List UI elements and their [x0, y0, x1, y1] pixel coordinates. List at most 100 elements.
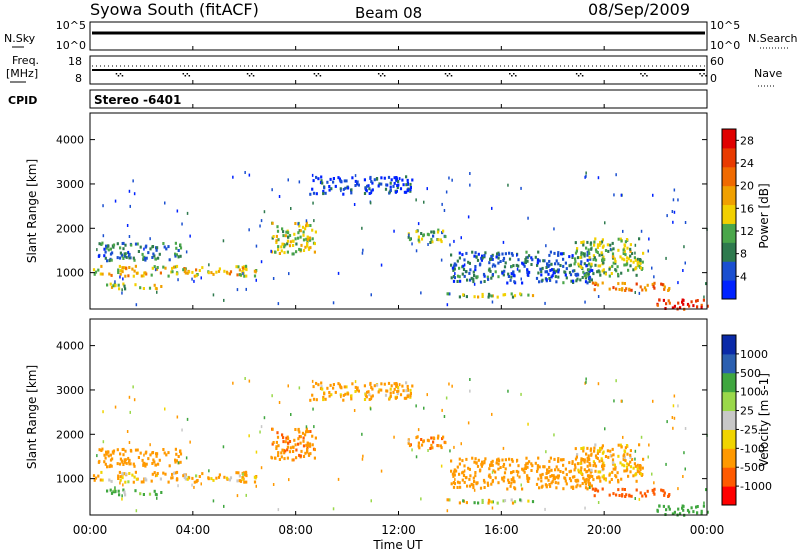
data-cell: [103, 247, 106, 251]
data-cell: [229, 476, 233, 480]
data-cell: [573, 269, 576, 273]
data-cell: [695, 505, 698, 509]
data-cell: [174, 460, 177, 464]
data-cell: [624, 253, 627, 257]
data-cell: [380, 382, 383, 386]
data-cell: [290, 207, 292, 210]
data-cell: [634, 258, 637, 262]
data-cell: [109, 488, 112, 492]
freq-label-2: [MHz]: [6, 67, 38, 80]
data-cell: [128, 472, 131, 475]
data-cell: [488, 267, 491, 271]
data-cell: [579, 470, 582, 474]
data-cell: [575, 249, 578, 253]
data-cell: [191, 270, 194, 274]
data-cell: [302, 455, 306, 458]
data-cell: [612, 492, 615, 496]
data-cell: [97, 460, 100, 464]
data-cell: [473, 460, 476, 464]
data-cell: [288, 234, 292, 237]
data-cell: [621, 257, 624, 261]
data-cell: [170, 270, 173, 274]
data-cell: [494, 270, 497, 274]
data-cell: [181, 428, 183, 432]
data-cell: [658, 298, 661, 302]
data-cell: [243, 473, 247, 477]
data-cell: [615, 379, 617, 383]
data-cell: [608, 480, 611, 484]
data-cell: [562, 487, 565, 491]
data-cell: [562, 257, 565, 261]
data-cell: [496, 295, 499, 299]
data-cell: [601, 475, 604, 479]
data-cell: [598, 253, 601, 257]
data-cell: [287, 384, 289, 388]
data-cell: [218, 267, 221, 271]
data-cell: [175, 272, 178, 276]
data-cell: [626, 246, 629, 250]
data-cell: [592, 464, 595, 468]
data-cell: [200, 482, 202, 486]
freq-drop-dot: [575, 73, 578, 75]
data-cell: [632, 260, 635, 264]
data-cell: [592, 272, 595, 276]
data-cell: [601, 487, 604, 491]
data-cell: [535, 482, 539, 486]
data-cell: [287, 235, 290, 239]
data-cell: [620, 445, 623, 449]
data-cell: [662, 504, 665, 508]
data-cell: [586, 253, 589, 257]
data-cell: [608, 274, 611, 278]
data-cell: [118, 493, 121, 497]
data-cell: [574, 260, 577, 264]
data-cell: [106, 283, 109, 287]
data-cell: [545, 450, 547, 454]
data-cell: [383, 176, 386, 180]
data-cell: [179, 452, 183, 456]
data-cell: [133, 192, 136, 196]
data-cell: [245, 274, 248, 278]
data-cell: [311, 434, 314, 438]
data-cell: [671, 416, 674, 419]
data-cell: [555, 259, 558, 263]
data-cell: [371, 387, 374, 391]
data-cell: [515, 469, 518, 473]
data-cell: [242, 272, 244, 276]
data-cell: [458, 256, 461, 260]
data-cell: [453, 468, 456, 472]
data-cell: [521, 487, 524, 491]
data-cell: [129, 410, 131, 414]
data-cell: [690, 506, 693, 510]
data-cell: [590, 278, 593, 282]
data-cell: [128, 395, 131, 399]
data-cell: [554, 468, 557, 472]
data-cell: [557, 275, 560, 279]
data-cell: [681, 506, 684, 510]
data-cell: [611, 470, 614, 474]
data-cell: [475, 255, 478, 259]
data-cell: [272, 483, 275, 486]
data-cell: [420, 443, 424, 447]
data-cell: [594, 469, 597, 473]
data-cell: [673, 210, 676, 214]
data-cell: [549, 484, 552, 488]
data-cell: [590, 247, 593, 251]
data-cell: [272, 235, 275, 238]
data-cell: [117, 474, 120, 478]
y-tick-label: 3000: [56, 384, 84, 397]
data-cell: [507, 272, 510, 276]
data-cell: [143, 463, 147, 466]
data-cell: [151, 245, 155, 248]
data-cell: [117, 489, 120, 493]
data-cell: [537, 456, 540, 460]
data-cell: [646, 283, 649, 287]
data-cell: [116, 242, 119, 246]
data-cell: [162, 471, 165, 475]
data-cell: [611, 447, 614, 451]
data-cell: [554, 481, 557, 485]
data-cell: [107, 454, 110, 458]
data-cell: [158, 252, 161, 256]
data-cell: [580, 447, 583, 450]
data-cell: [502, 240, 505, 244]
